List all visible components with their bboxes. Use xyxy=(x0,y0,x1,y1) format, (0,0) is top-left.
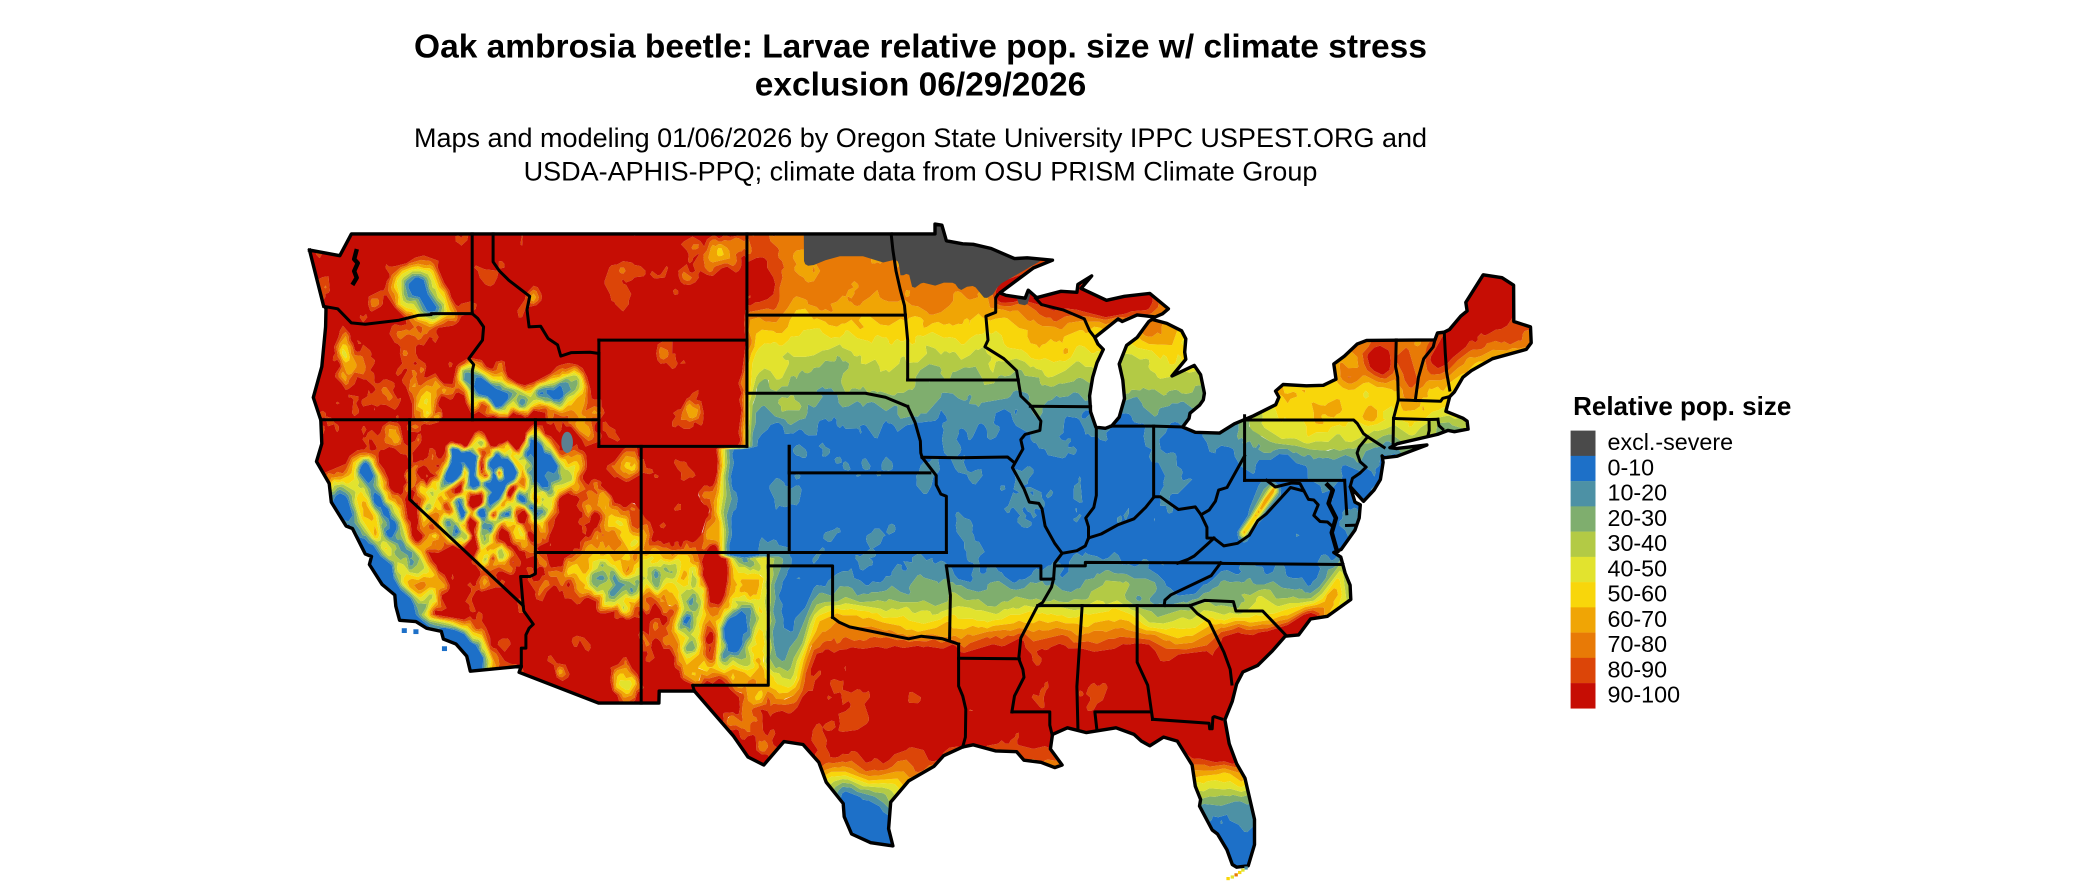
svg-text:Relative pop. size: Relative pop. size xyxy=(1573,391,1791,421)
svg-text:Maps and modeling 01/06/2026 b: Maps and modeling 01/06/2026 by Oregon S… xyxy=(414,123,1427,153)
svg-text:50-60: 50-60 xyxy=(1608,581,1668,607)
svg-text:10-20: 10-20 xyxy=(1608,480,1668,506)
svg-text:70-80: 70-80 xyxy=(1608,631,1668,657)
svg-text:0-10: 0-10 xyxy=(1608,454,1655,480)
svg-text:Oak ambrosia beetle: Larvae re: Oak ambrosia beetle: Larvae relative pop… xyxy=(414,28,1427,65)
svg-text:60-70: 60-70 xyxy=(1608,606,1668,632)
svg-text:80-90: 80-90 xyxy=(1608,656,1668,682)
svg-text:excl.-severe: excl.-severe xyxy=(1608,429,1734,455)
svg-text:40-50: 40-50 xyxy=(1608,555,1668,581)
svg-text:30-40: 30-40 xyxy=(1608,530,1668,556)
svg-text:exclusion 06/29/2026: exclusion 06/29/2026 xyxy=(755,67,1087,104)
svg-text:20-30: 20-30 xyxy=(1608,505,1668,531)
svg-text:USDA-APHIS-PPQ; climate data f: USDA-APHIS-PPQ; climate data from OSU PR… xyxy=(524,157,1318,187)
svg-text:90-100: 90-100 xyxy=(1608,682,1681,708)
